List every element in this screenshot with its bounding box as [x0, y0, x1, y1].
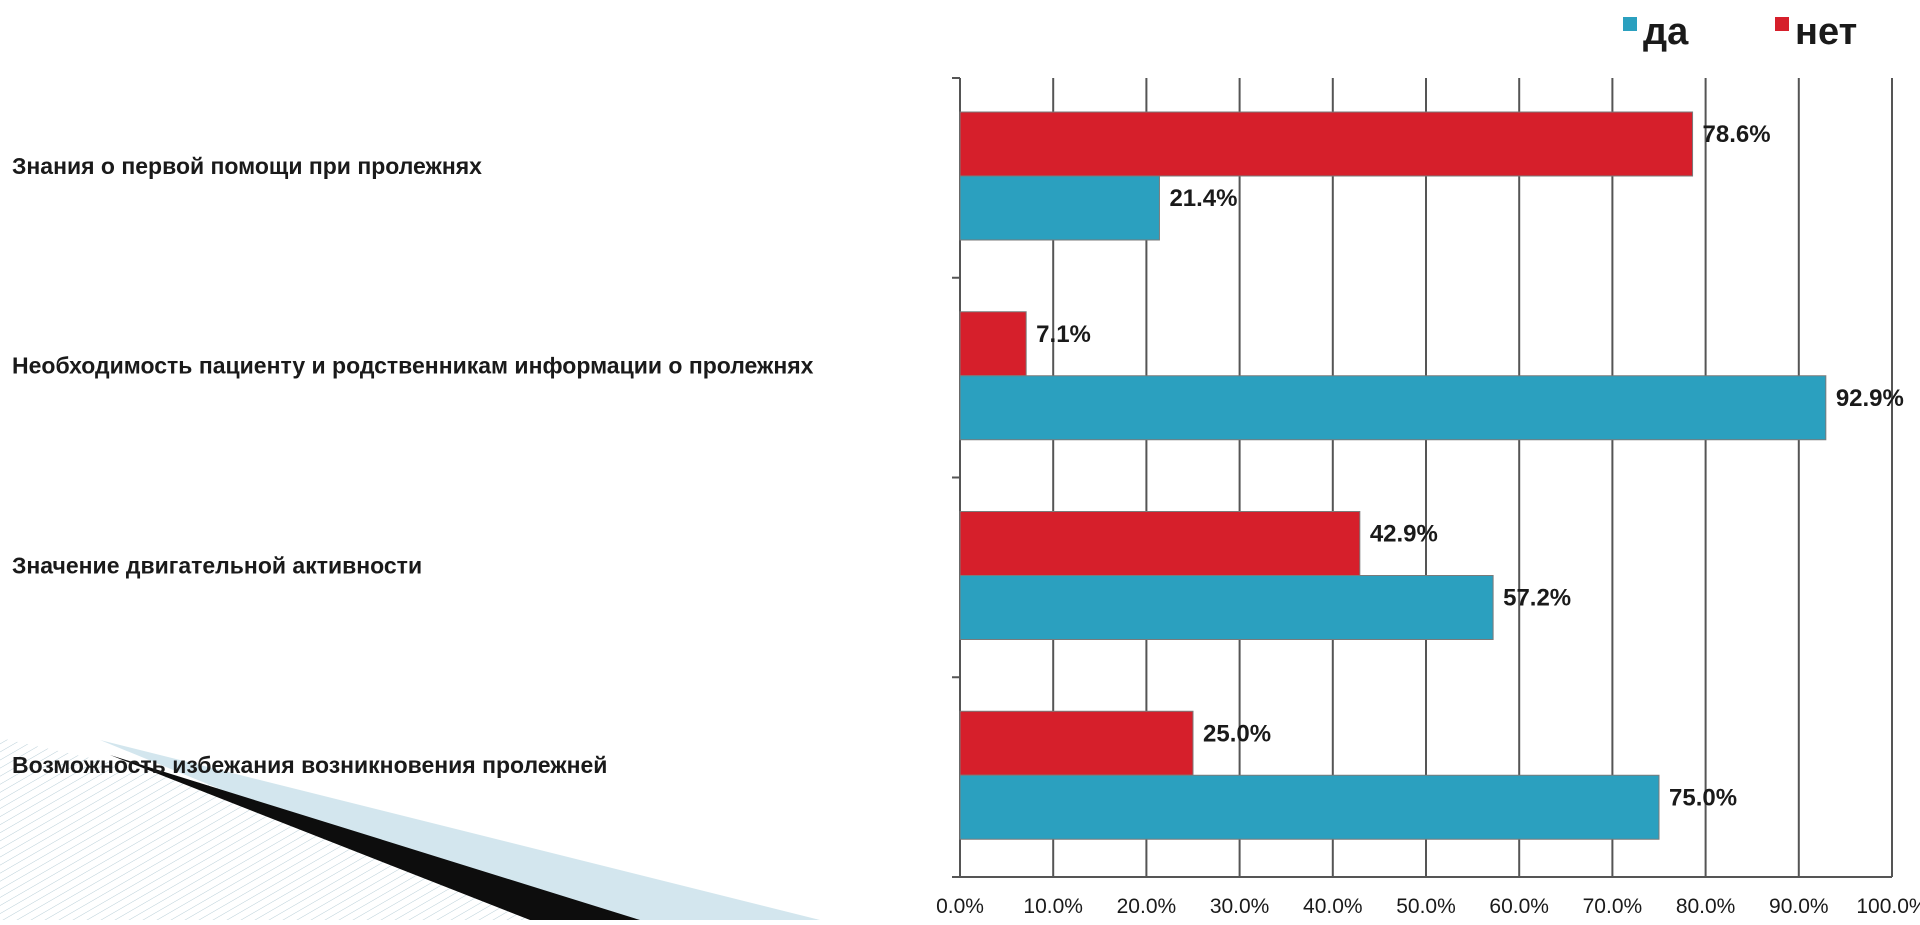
bar — [959, 575, 1494, 640]
category-labels: Знания о первой помощи при пролежнях Необ… — [12, 153, 814, 778]
x-tick-label: 70.0% — [1583, 895, 1643, 918]
data-label: 25.0% — [1203, 720, 1271, 747]
x-tick-label: 90.0% — [1769, 895, 1829, 918]
data-label: 42.9% — [1370, 521, 1438, 548]
slide-corner-decoration — [0, 738, 820, 920]
x-tick-label: 10.0% — [1023, 895, 1083, 918]
legend-swatch — [1623, 17, 1637, 31]
x-tick-label: 20.0% — [1117, 895, 1177, 918]
bar — [959, 175, 1160, 241]
category-label: Возможность избежания возникновения прол… — [12, 752, 607, 778]
category-label: Значение двигательной активности — [12, 552, 422, 578]
data-label: 57.2% — [1503, 585, 1571, 612]
x-tick-label: 100.0% — [1856, 895, 1920, 918]
x-axis-tick-labels: 0.0% 10.0% 20.0% 30.0% 40.0% 50.0% 60.0% 70.0% 8… — [936, 895, 1920, 918]
bar — [959, 375, 1827, 441]
bars — [959, 111, 1827, 840]
data-label: 75.0% — [1669, 784, 1737, 811]
data-labels: 78.6% 21.4% 7.1% 92.9% 42.9% 57.2% 25.0% 75.0% — [1036, 121, 1904, 811]
bar — [959, 511, 1361, 576]
data-label: 21.4% — [1169, 185, 1237, 212]
category-label: Знания о первой помощи при пролежнях — [12, 153, 482, 179]
data-label: 92.9% — [1836, 385, 1904, 412]
legend-label: нет — [1795, 11, 1857, 53]
bar — [959, 710, 1194, 776]
x-tick-label: 50.0% — [1396, 895, 1456, 918]
x-tick-label: 60.0% — [1489, 895, 1549, 918]
data-label: 7.1% — [1036, 321, 1091, 348]
x-tick-label: 80.0% — [1676, 895, 1736, 918]
bar — [959, 111, 1694, 177]
x-tick-label: 30.0% — [1210, 895, 1270, 918]
data-label: 78.6% — [1703, 121, 1771, 148]
category-label: Необходимость пациенту и родственникам и… — [12, 353, 814, 379]
x-tick-label: 40.0% — [1303, 895, 1363, 918]
bar — [959, 311, 1027, 377]
legend-label: да — [1643, 11, 1689, 53]
legend: да нет — [1623, 11, 1857, 53]
legend-swatch — [1775, 17, 1789, 31]
bar — [959, 774, 1660, 840]
x-tick-label: 0.0% — [936, 895, 984, 918]
